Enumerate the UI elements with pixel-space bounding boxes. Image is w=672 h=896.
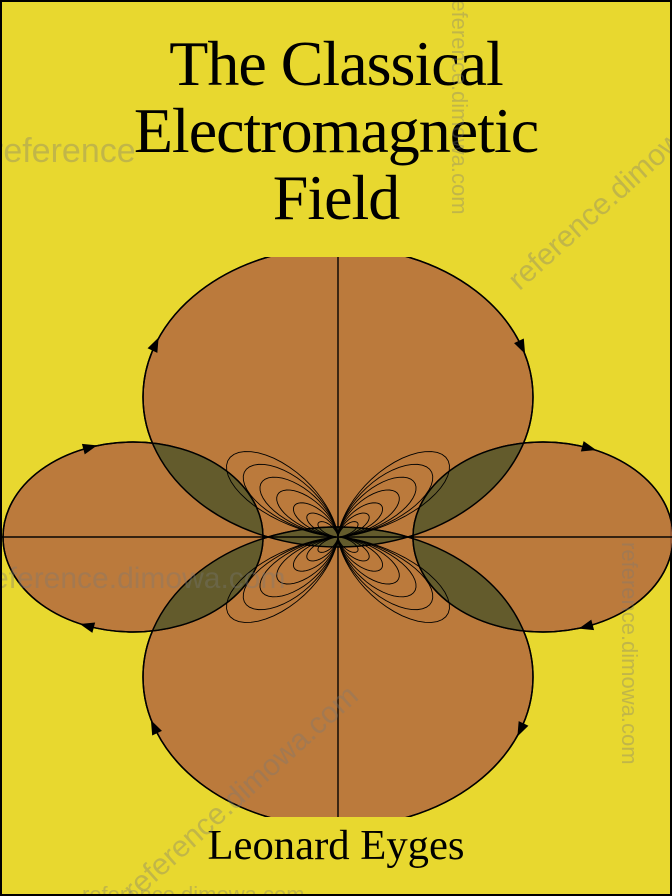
diagram-svg bbox=[2, 257, 672, 817]
title-line-2: Electromagnetic bbox=[2, 97, 670, 164]
title-line-3: Field bbox=[2, 164, 670, 231]
title-line-1: The Classical bbox=[2, 30, 670, 97]
radiation-diagram bbox=[2, 257, 672, 817]
watermark-text: reference.dimowa.com bbox=[82, 882, 305, 894]
title-block: The Classical Electromagnetic Field bbox=[2, 30, 670, 232]
author-name: Leonard Eyges bbox=[207, 822, 464, 869]
author-block: Leonard Eyges bbox=[2, 821, 670, 870]
book-cover: The Classical Electromagnetic Field Leon… bbox=[0, 0, 672, 896]
